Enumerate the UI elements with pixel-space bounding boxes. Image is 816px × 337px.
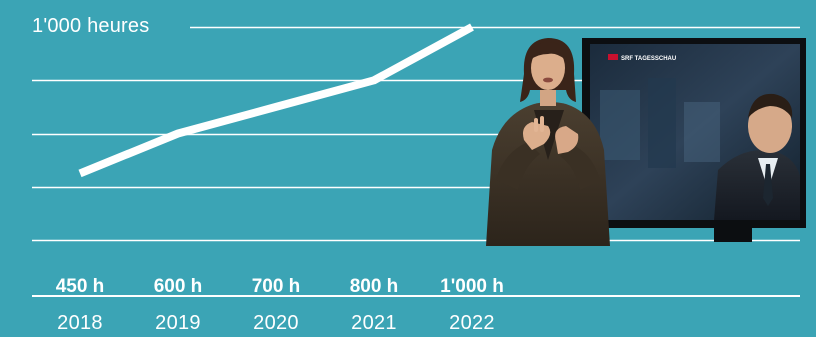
value-label-2021: 800 h (349, 276, 399, 297)
x-tick-2020: 2020 (253, 312, 299, 334)
srf-logo-icon (608, 54, 618, 60)
value-labels-row: 450 h 600 h 700 h 800 h 1'000 h (0, 276, 816, 302)
interpreter-figure (486, 38, 610, 246)
news-anchor-figure (714, 93, 800, 220)
x-tick-2018: 2018 (57, 312, 103, 334)
signing-hands (523, 116, 579, 154)
tv-channel-label: SRF TAGESSCHAU (621, 56, 676, 62)
x-tick-2021: 2021 (351, 312, 397, 334)
value-label-2019: 600 h (153, 276, 203, 297)
series-line (78, 23, 474, 178)
tv-screen: SRF TAGESSCHAU (582, 38, 806, 242)
value-label-2018: 450 h (55, 276, 105, 297)
x-axis-tick-labels: 2018 2019 2020 2021 2022 (0, 311, 816, 337)
sign-language-interpreter-photo: SRF TAGESSCHAU (486, 38, 806, 246)
series-line-group (78, 23, 474, 178)
x-tick-2019: 2019 (155, 312, 201, 334)
baseline-rule (32, 295, 800, 297)
x-tick-2022: 2022 (449, 312, 495, 334)
value-label-2020: 700 h (251, 276, 301, 297)
y-axis-max-label: 1'000 heures (32, 15, 150, 37)
value-label-2022: 1'000 h (440, 276, 504, 297)
